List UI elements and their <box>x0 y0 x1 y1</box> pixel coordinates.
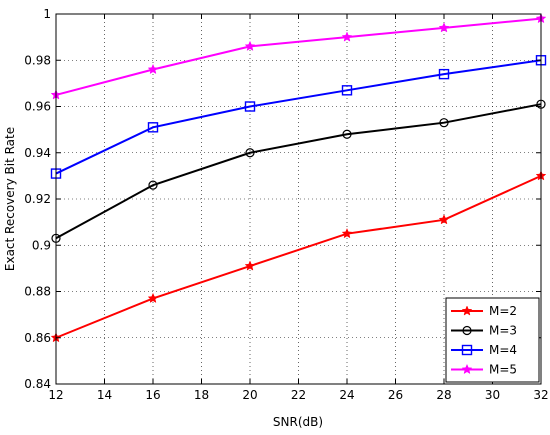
legend-marker <box>461 305 473 316</box>
series-line <box>55 174 542 339</box>
y-tick-label: 0.9 <box>32 238 51 252</box>
data-point-marker <box>438 22 450 33</box>
data-point-marker <box>147 63 159 75</box>
legend-marker <box>462 325 472 336</box>
y-tick-label: 0.86 <box>24 331 51 345</box>
legend-marker <box>461 344 473 356</box>
data-point-marker <box>148 180 158 190</box>
x-tick-label: 28 <box>436 388 451 402</box>
data-point-marker <box>438 214 450 225</box>
data-point-marker <box>244 260 256 271</box>
legend-label: M=4 <box>489 343 517 357</box>
legend-label: M=5 <box>489 363 517 377</box>
data-point-marker <box>341 228 353 239</box>
data-point-marker <box>341 31 353 42</box>
x-tick-label: 26 <box>388 388 403 402</box>
data-point-marker <box>244 40 256 51</box>
legend: M=2 M=3 M=4 M=5 <box>445 297 540 383</box>
legend-label: M=2 <box>489 304 517 318</box>
x-tick-label: 20 <box>242 388 257 402</box>
y-axis-title: Exact Recovery Bit Rate <box>3 127 17 271</box>
y-tick-label: 1 <box>43 7 51 21</box>
y-tick-label: 0.98 <box>24 53 51 67</box>
series-layer <box>50 12 547 343</box>
x-axis-title: SNR(dB) <box>273 415 323 429</box>
legend-label: M=3 <box>489 324 517 338</box>
series-line <box>55 59 542 175</box>
grid-lines <box>56 14 541 384</box>
data-point-marker <box>342 129 352 139</box>
x-tick-label: 12 <box>48 388 63 402</box>
x-tick-label: 18 <box>194 388 209 402</box>
y-tick-label: 0.94 <box>24 146 51 160</box>
axis-ticks: 12 14 16 18 20 22 24 26 28 30 32 0.84 0.86 0.88 0.9 0.9… <box>24 7 548 402</box>
data-point-marker <box>244 101 256 112</box>
y-tick-label: 0.88 <box>24 285 51 299</box>
x-tick-label: 16 <box>145 388 160 402</box>
x-tick-label: 22 <box>291 388 306 402</box>
x-tick-label: 14 <box>97 388 112 402</box>
x-tick-label: 30 <box>485 388 500 402</box>
data-point-marker <box>438 68 450 80</box>
series-line <box>55 103 542 240</box>
data-point-marker <box>245 148 255 158</box>
data-point-marker <box>147 122 159 133</box>
legend-marker <box>461 363 473 375</box>
data-point-marker <box>341 85 353 96</box>
data-point-marker <box>147 292 159 304</box>
y-tick-label: 0.84 <box>24 377 51 391</box>
y-tick-label: 0.92 <box>24 192 51 206</box>
x-tick-label: 32 <box>533 388 548 402</box>
x-tick-label: 24 <box>339 388 354 402</box>
y-tick-label: 0.96 <box>24 100 51 114</box>
series-line <box>55 17 542 96</box>
data-point-marker <box>439 118 449 128</box>
